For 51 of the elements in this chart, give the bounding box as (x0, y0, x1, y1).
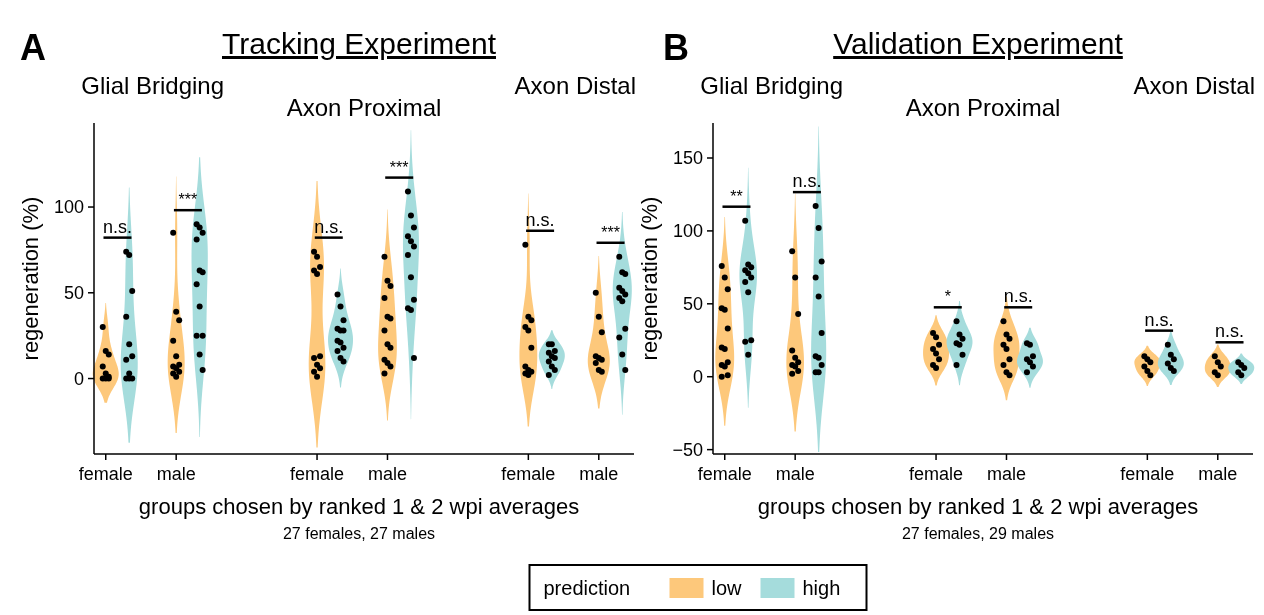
annotation: n.s. (314, 216, 344, 237)
annotation: n.s. (525, 209, 555, 230)
x-tick-label: male (579, 464, 619, 484)
text: A (20, 27, 46, 68)
text: high (802, 577, 841, 599)
text: low (711, 577, 743, 599)
y-tick-label: 150 (672, 148, 703, 168)
annotation: n.s. (1144, 309, 1174, 330)
text: Glial Bridging (700, 72, 844, 99)
y-axis-title: regeneration (%) (18, 196, 43, 361)
y-tick-label: 100 (53, 197, 84, 218)
annotation: *** (178, 191, 198, 209)
x-tick-label: female (1120, 464, 1175, 484)
annotation: *** (389, 158, 409, 176)
text: Axon Proximal (286, 94, 442, 121)
text: 27 females, 29 males (901, 525, 1055, 542)
y-tick-label: 100 (672, 220, 703, 241)
annotation: * (944, 288, 951, 306)
x-tick-label: female (290, 464, 345, 484)
annotation: n.s. (792, 171, 822, 192)
y-tick-label: 0 (73, 368, 84, 389)
text: Axon Distal (1133, 72, 1255, 99)
text: Axon Proximal (905, 94, 1061, 121)
text: Glial Bridging (81, 72, 225, 99)
annotation: *** (601, 223, 620, 241)
annotation: n.s. (102, 216, 132, 237)
annotation: n.s. (1215, 321, 1245, 342)
x-tick-label: female (78, 464, 133, 484)
x-tick-label: male (1198, 464, 1238, 484)
x-tick-label: female (697, 464, 752, 484)
x-axis-title: groups chosen by ranked 1 & 2 wpi averages (138, 494, 580, 519)
annotation: n.s. (1003, 286, 1033, 307)
legend-title: prediction (543, 577, 631, 599)
annotation: ** (730, 187, 743, 205)
x-axis-title: groups chosen by ranked 1 & 2 wpi averages (757, 494, 1199, 519)
x-tick-label: male (367, 464, 407, 484)
text: B (663, 27, 689, 68)
y-tick-label: 0 (692, 366, 703, 387)
text: 27 females, 27 males (282, 525, 436, 542)
x-tick-label: male (156, 464, 196, 484)
x-tick-label: female (909, 464, 964, 484)
x-tick-label: female (501, 464, 556, 484)
x-tick-label: male (986, 464, 1026, 484)
x-tick-label: male (775, 464, 815, 484)
y-tick-label: −50 (672, 439, 703, 460)
y-tick-label: 50 (63, 282, 84, 303)
text: Tracking Experiment (222, 27, 497, 60)
text: Validation Experiment (833, 27, 1124, 60)
text: Axon Distal (514, 72, 636, 99)
y-tick-label: 50 (682, 293, 703, 314)
y-axis-title: regeneration (%) (637, 196, 662, 361)
